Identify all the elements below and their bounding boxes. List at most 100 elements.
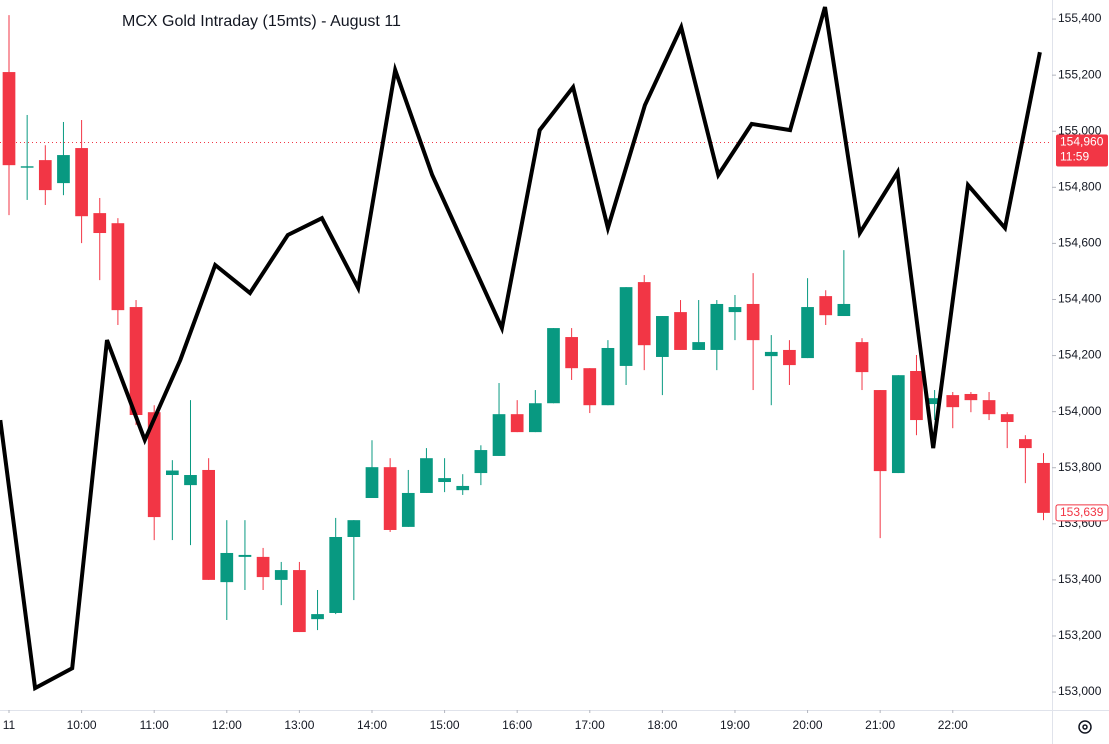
candle xyxy=(401,469,415,527)
candle xyxy=(692,300,706,350)
candle xyxy=(674,300,687,350)
candle-body xyxy=(783,349,796,366)
candle xyxy=(129,300,143,426)
last-price-box xyxy=(1056,134,1108,167)
gear-inner[interactable] xyxy=(1082,724,1088,730)
overlay-line xyxy=(0,6,1042,692)
candle-body xyxy=(619,287,633,366)
candle-body xyxy=(57,155,70,184)
candle xyxy=(783,340,796,386)
candle xyxy=(547,328,560,404)
candle-body xyxy=(982,400,996,415)
candle xyxy=(329,517,343,615)
candle xyxy=(819,290,833,325)
candle xyxy=(220,520,234,620)
candle-body xyxy=(93,213,107,234)
candle xyxy=(583,368,597,414)
y-tick-label: 153,800 xyxy=(1058,460,1102,474)
candle-body xyxy=(401,492,415,527)
candle-body xyxy=(946,395,960,408)
candle-body xyxy=(383,467,397,530)
y-tick-label: 154,400 xyxy=(1058,292,1102,306)
candle-body xyxy=(928,398,941,405)
countdown-label: 11:59 xyxy=(1060,150,1089,164)
candle-body xyxy=(710,303,724,350)
candle-body xyxy=(20,166,34,168)
candle xyxy=(855,338,869,391)
candle xyxy=(57,121,70,196)
candle-body xyxy=(964,393,978,401)
candle-body xyxy=(565,337,578,369)
x-tick-label: 22:00 xyxy=(938,718,968,732)
x-tick-label: 21:00 xyxy=(865,718,895,732)
candle-body xyxy=(873,390,887,472)
y-tick-label: 155,000 xyxy=(1058,123,1102,137)
candle xyxy=(1000,412,1014,449)
candle-body xyxy=(274,570,288,580)
candle-body xyxy=(147,412,161,518)
candle-body xyxy=(329,536,343,613)
candle-body xyxy=(256,556,270,578)
candle-body xyxy=(438,478,451,483)
candle-body xyxy=(819,296,833,316)
y-tick-label: 154,600 xyxy=(1058,236,1102,250)
candle-body xyxy=(474,450,488,474)
candle-body xyxy=(1037,462,1050,513)
candle-body xyxy=(311,614,324,620)
candle xyxy=(293,561,306,633)
candle-body xyxy=(38,160,52,191)
current-price-label: 153,639 xyxy=(1060,505,1104,519)
chart-title: MCX Gold Intraday (15mts) - August 11 xyxy=(122,13,401,30)
candle-body xyxy=(293,570,306,633)
candle xyxy=(256,547,270,590)
candle-body xyxy=(165,470,179,476)
x-tick-label: 14:00 xyxy=(357,718,387,732)
candle xyxy=(365,440,379,499)
gear-outer[interactable] xyxy=(1078,720,1092,734)
candle-body xyxy=(111,223,125,311)
candle-body xyxy=(510,414,524,433)
x-tick-label: 16:00 xyxy=(502,718,532,732)
y-tick-label: 153,400 xyxy=(1058,572,1102,586)
candle-body xyxy=(855,342,869,373)
y-tick-label: 155,200 xyxy=(1058,67,1102,81)
candle xyxy=(456,474,470,495)
candle xyxy=(147,405,161,541)
candle xyxy=(1037,453,1050,521)
candle-body xyxy=(728,307,742,313)
candle xyxy=(274,561,288,606)
candle xyxy=(202,458,215,580)
candle xyxy=(492,383,506,456)
candle-body xyxy=(801,307,814,359)
candle xyxy=(238,520,252,590)
current-price-box xyxy=(1055,504,1109,522)
y-tick-label: 155,400 xyxy=(1058,11,1102,25)
candle xyxy=(184,400,197,546)
candle xyxy=(93,197,107,281)
candle xyxy=(20,114,34,200)
y-tick-label: 154,800 xyxy=(1058,179,1102,193)
candle xyxy=(873,390,887,539)
candle-body xyxy=(637,282,651,346)
candle-body xyxy=(746,303,760,341)
candle xyxy=(528,390,542,433)
candle xyxy=(964,392,978,413)
candle xyxy=(801,278,814,359)
candle xyxy=(347,520,361,601)
candle xyxy=(728,294,742,341)
settings-icon[interactable] xyxy=(1078,720,1092,734)
candle-body xyxy=(456,485,470,491)
candle xyxy=(982,392,996,421)
x-tick-label: 19:00 xyxy=(720,718,750,732)
candle-body xyxy=(365,467,379,499)
x-tick-label: 15:00 xyxy=(430,718,460,732)
candle xyxy=(837,250,851,317)
candle-body xyxy=(1019,439,1032,449)
candle-body xyxy=(547,328,560,404)
x-tick-label: 17:00 xyxy=(575,718,605,732)
candle xyxy=(438,458,451,493)
candle-body xyxy=(220,552,234,583)
candle-body xyxy=(764,351,778,357)
candle xyxy=(2,15,16,216)
